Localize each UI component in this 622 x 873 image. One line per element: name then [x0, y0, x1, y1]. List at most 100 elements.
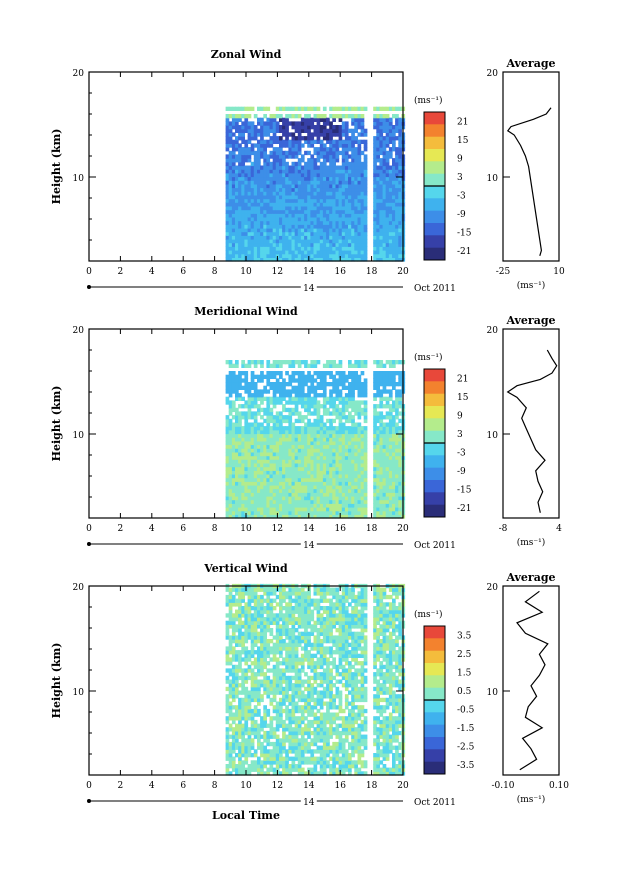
heatmap-cell: [326, 213, 330, 218]
heatmap-cell: [398, 396, 402, 401]
heatmap-cell: [244, 139, 249, 144]
heatmap-cell: [392, 191, 396, 196]
heatmap-cell: [244, 389, 249, 394]
heatmap-cell: [269, 231, 274, 236]
heatmap-cell: [260, 187, 264, 192]
heatmap-cell: [241, 172, 245, 178]
heatmap-cell: [263, 753, 267, 758]
heatmap-cell: [392, 169, 396, 174]
heatmap-cell: [398, 488, 402, 493]
heatmap-cell: [307, 459, 311, 464]
heatmap-cell: [235, 639, 239, 644]
heatmap-cell: [291, 426, 296, 431]
heatmap-cell: [398, 499, 402, 504]
heatmap-cell: [300, 484, 305, 490]
heatmap-cell: [297, 459, 302, 464]
heatmap-cell: [388, 205, 393, 211]
heatmap-cell: [338, 510, 343, 515]
heatmap-cell: [294, 404, 299, 409]
heatmap-cell: [373, 250, 377, 255]
heatmap-cell: [341, 378, 346, 383]
heatmap-cell: [263, 609, 267, 614]
heatmap-cell: [266, 690, 271, 695]
heatmap-cell: [247, 400, 252, 405]
heatmap-cell: [313, 510, 318, 515]
heatmap-cell: [310, 492, 315, 497]
heatmap-cell: [250, 202, 255, 207]
heatmap-cell: [398, 143, 402, 148]
heatmap-cell: [247, 385, 252, 390]
heatmap-cell: [338, 495, 343, 501]
heatmap-cell: [250, 437, 255, 442]
heatmap-cell: [282, 220, 286, 225]
heatmap-cell: [354, 484, 358, 490]
heatmap-cell: [247, 767, 252, 772]
heatmap-cell: [272, 382, 277, 387]
heatmap-cell: [360, 363, 365, 368]
heatmap-cell: [382, 378, 387, 383]
heatmap-cell: [225, 708, 230, 714]
heatmap-cell: [357, 385, 362, 390]
heatmap-cell: [363, 242, 368, 247]
heatmap-cell: [228, 143, 233, 148]
heatmap-cell: [266, 415, 271, 420]
heatmap-cell: [253, 158, 258, 163]
heatmap-cell: [231, 125, 236, 130]
heatmap-cell: [253, 507, 258, 512]
heatmap-cell: [297, 165, 302, 170]
heatmap-cell: [263, 172, 267, 178]
heatmap-cell: [288, 437, 293, 442]
x-tick-label: 14: [303, 267, 315, 277]
heatmap-cell: [341, 499, 346, 504]
heatmap-cell: [354, 488, 358, 493]
heatmap-cell: [304, 473, 308, 479]
heatmap-cell: [322, 426, 327, 431]
heatmap-cell: [385, 136, 390, 141]
heatmap-cell: [288, 484, 293, 490]
heatmap-cell: [279, 250, 283, 255]
heatmap-cell: [253, 624, 258, 629]
heatmap-cell: [388, 407, 393, 413]
heatmap-cell: [376, 158, 380, 163]
heatmap-cell: [260, 514, 264, 519]
heatmap-cell: [392, 418, 396, 424]
heatmap-cell: [316, 125, 321, 130]
heatmap-cell: [329, 507, 333, 512]
heatmap-cell: [235, 224, 239, 229]
heatmap-cell: [266, 602, 271, 607]
heatmap-cell: [385, 514, 390, 519]
heatmap-cell: [338, 415, 343, 420]
heatmap-cell: [275, 371, 280, 376]
heatmap-cell: [348, 466, 352, 471]
heatmap-cell: [231, 690, 236, 695]
heatmap-cell: [373, 466, 377, 471]
heatmap-cell: [373, 183, 377, 189]
heatmap-cell: [260, 150, 264, 156]
heatmap-cell: [288, 213, 293, 218]
heatmap-cell: [398, 238, 402, 244]
heatmap-cell: [348, 106, 352, 111]
heatmap-cell: [335, 250, 340, 255]
heatmap-cell: [288, 114, 293, 119]
heatmap-cell: [257, 712, 261, 717]
heatmap-cell: [291, 374, 296, 379]
heatmap-cell: [382, 253, 387, 258]
heatmap-cell: [395, 503, 399, 508]
heatmap-cell: [382, 246, 387, 251]
heatmap-cell: [275, 205, 280, 211]
heatmap-cell: [307, 165, 311, 170]
heatmap-cell: [260, 459, 264, 464]
heatmap-cell: [297, 220, 302, 225]
heatmap-cell: [257, 668, 261, 673]
heatmap-cell: [335, 158, 340, 163]
heatmap-cell: [373, 180, 377, 185]
heatmap-cell: [297, 503, 302, 508]
heatmap-cell: [360, 169, 365, 174]
heatmap-cell: [319, 257, 324, 262]
heatmap-cell: [360, 451, 365, 457]
heatmap-cell: [272, 404, 277, 409]
heatmap-cell: [269, 767, 274, 772]
heatmap-cell: [297, 429, 302, 435]
heatmap-cell: [322, 194, 327, 200]
heatmap-cell: [338, 250, 343, 255]
